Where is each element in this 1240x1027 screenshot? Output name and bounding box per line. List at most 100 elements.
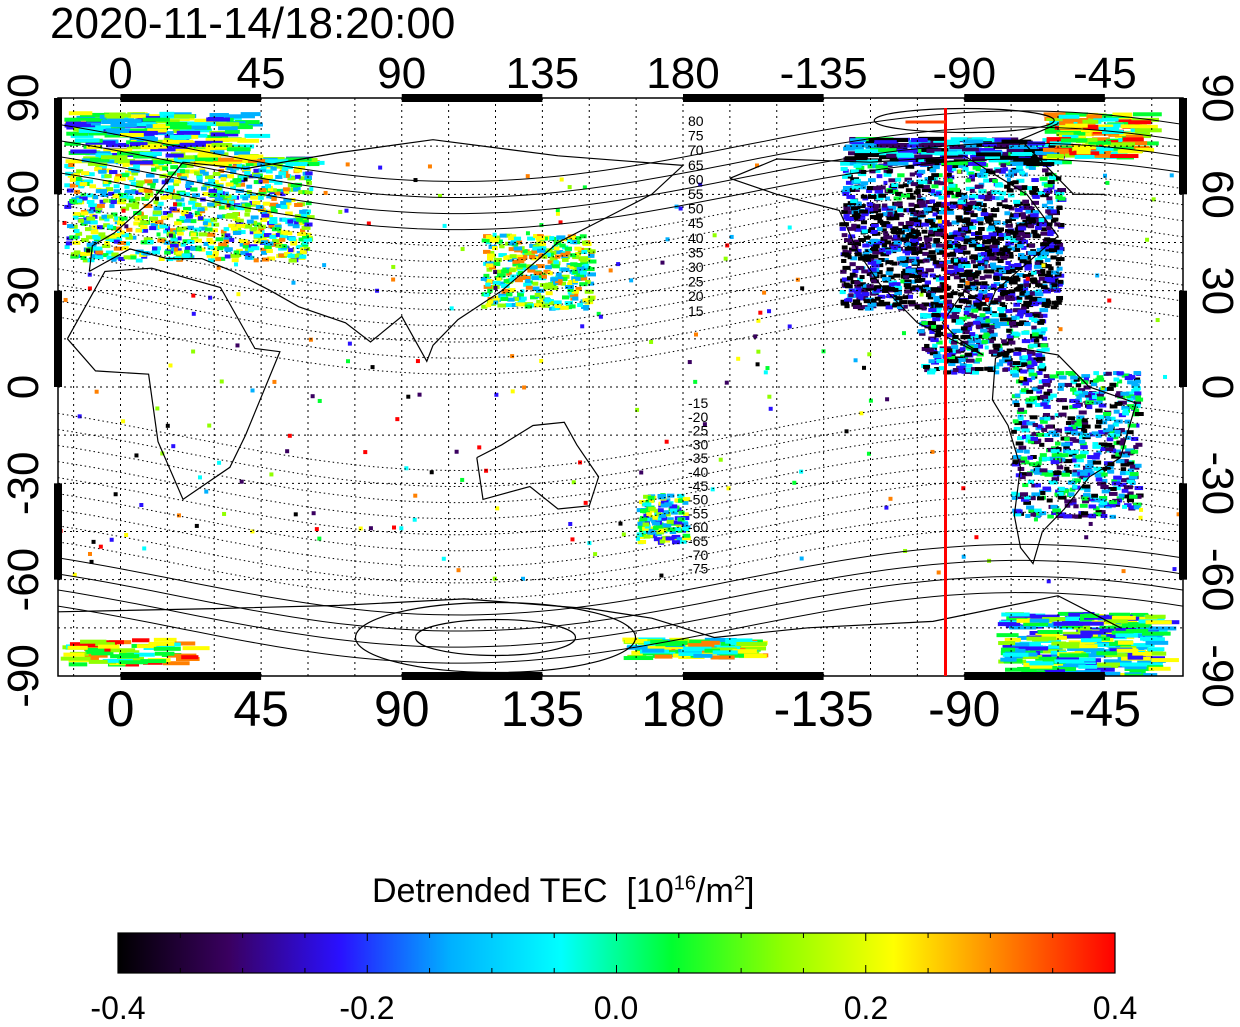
- tec-pixel: [437, 193, 442, 198]
- tec-pixel: [970, 213, 978, 218]
- tec-pixel: [660, 260, 665, 265]
- tec-pixel: [1088, 140, 1111, 145]
- tec-pixel: [129, 160, 153, 165]
- tec-pixel: [956, 319, 963, 324]
- tec-pixel: [1013, 213, 1019, 218]
- tec-pixel: [1130, 449, 1139, 454]
- tec-pixel: [1144, 634, 1163, 639]
- tec-pixel: [140, 240, 149, 245]
- tec-pixel: [906, 195, 916, 200]
- tec-pixel: [928, 359, 935, 364]
- tec-pixel: [215, 257, 222, 262]
- tec-pixel: [955, 215, 963, 220]
- tec-pixel: [133, 154, 153, 159]
- tec-pixel: [207, 202, 215, 207]
- tec-pixel: [1025, 377, 1033, 382]
- tec-pixel: [892, 302, 902, 307]
- tec-pixel: [990, 332, 998, 337]
- tec-pixel: [1005, 219, 1012, 224]
- tec-pixel: [1134, 486, 1144, 491]
- tec-pixel: [545, 265, 552, 270]
- tec-pixel: [888, 178, 897, 183]
- tec-pixel: [1124, 451, 1133, 456]
- tec-pixel: [270, 166, 277, 171]
- tec-pixel: [1094, 473, 1102, 478]
- tec-pixel: [111, 257, 117, 262]
- tec-pixel: [1031, 432, 1040, 437]
- tec-pixel: [70, 199, 79, 204]
- tec-pixel: [1051, 641, 1067, 646]
- tec-pixel: [1019, 475, 1026, 480]
- tec-pixel: [175, 197, 185, 202]
- tec-pixel: [1124, 613, 1149, 618]
- tec-pixel: [952, 201, 958, 206]
- tec-pixel: [228, 223, 237, 228]
- tec-pixel: [921, 188, 929, 193]
- tec-pixel: [190, 232, 197, 237]
- tec-pixel: [1072, 146, 1091, 151]
- tec-pixel: [139, 151, 162, 156]
- tec-pixel: [860, 194, 868, 199]
- tec-pixel: [548, 299, 554, 304]
- tec-pixel: [907, 268, 916, 273]
- tec-pixel: [1017, 407, 1025, 412]
- tec-pixel: [290, 241, 298, 246]
- tec-pixel: [126, 227, 133, 232]
- tec-pixel: [1112, 449, 1122, 454]
- tec-pixel: [86, 199, 95, 204]
- tec-pixel: [580, 324, 585, 329]
- tec-pixel: [1139, 507, 1144, 512]
- tec-pixel: [1027, 224, 1035, 229]
- tec-pixel: [144, 179, 153, 184]
- tec-pixel: [842, 169, 849, 174]
- tec-pixel: [890, 226, 899, 231]
- tec-pixel: [1116, 371, 1124, 376]
- tec-pixel: [1056, 132, 1074, 137]
- tec-pixel: [1041, 254, 1048, 259]
- tec-pixel: [302, 219, 309, 224]
- tec-pixel: [898, 221, 904, 226]
- tec-pixel: [260, 247, 268, 252]
- tec-pixel: [989, 256, 996, 261]
- tec-pixel: [1064, 382, 1073, 387]
- tec-pixel: [508, 241, 516, 246]
- tec-pixel: [947, 264, 956, 269]
- tec-pixel: [1093, 466, 1102, 471]
- tec-pixel: [1151, 197, 1156, 202]
- tec-pixel: [500, 284, 510, 289]
- tec-pixel: [998, 161, 1019, 166]
- tec-pixel: [847, 210, 856, 215]
- tec-pixel: [1028, 316, 1035, 321]
- tec-pixel: [930, 191, 937, 196]
- tec-pixel: [113, 178, 120, 183]
- tec-pixel: [1060, 436, 1067, 441]
- tec-pixel: [901, 331, 906, 336]
- tec-pixel: [1144, 651, 1167, 656]
- tec-pixel: [1147, 647, 1165, 652]
- tec-pixel: [1029, 496, 1036, 501]
- tec-pixel: [871, 206, 879, 211]
- tec-pixel: [944, 346, 951, 351]
- tec-pixel: [84, 179, 94, 184]
- tec-pixel: [1056, 465, 1064, 470]
- tec-pixel: [978, 194, 987, 199]
- tec-pixel: [990, 238, 999, 243]
- tec-pixel: [936, 173, 943, 178]
- tec-pixel: [921, 302, 930, 307]
- tec-pixel: [1068, 612, 1085, 617]
- tec-pixel: [202, 221, 208, 226]
- tec-pixel: [1133, 502, 1142, 507]
- tec-pixel: [70, 133, 94, 138]
- tec-pixel: [975, 344, 984, 349]
- tec-pixel: [588, 281, 595, 286]
- tec-pixel: [1069, 437, 1077, 442]
- tec-pixel: [135, 228, 142, 233]
- tec-pixel: [267, 187, 274, 192]
- tec-pixel: [916, 169, 926, 174]
- tec-pixel: [643, 513, 650, 518]
- tec-pixel: [1001, 339, 1007, 344]
- tec-pixel: [1017, 666, 1037, 671]
- tec-pixel: [1013, 287, 1022, 292]
- tec-pixel: [855, 293, 864, 298]
- tec-pixel: [682, 536, 692, 541]
